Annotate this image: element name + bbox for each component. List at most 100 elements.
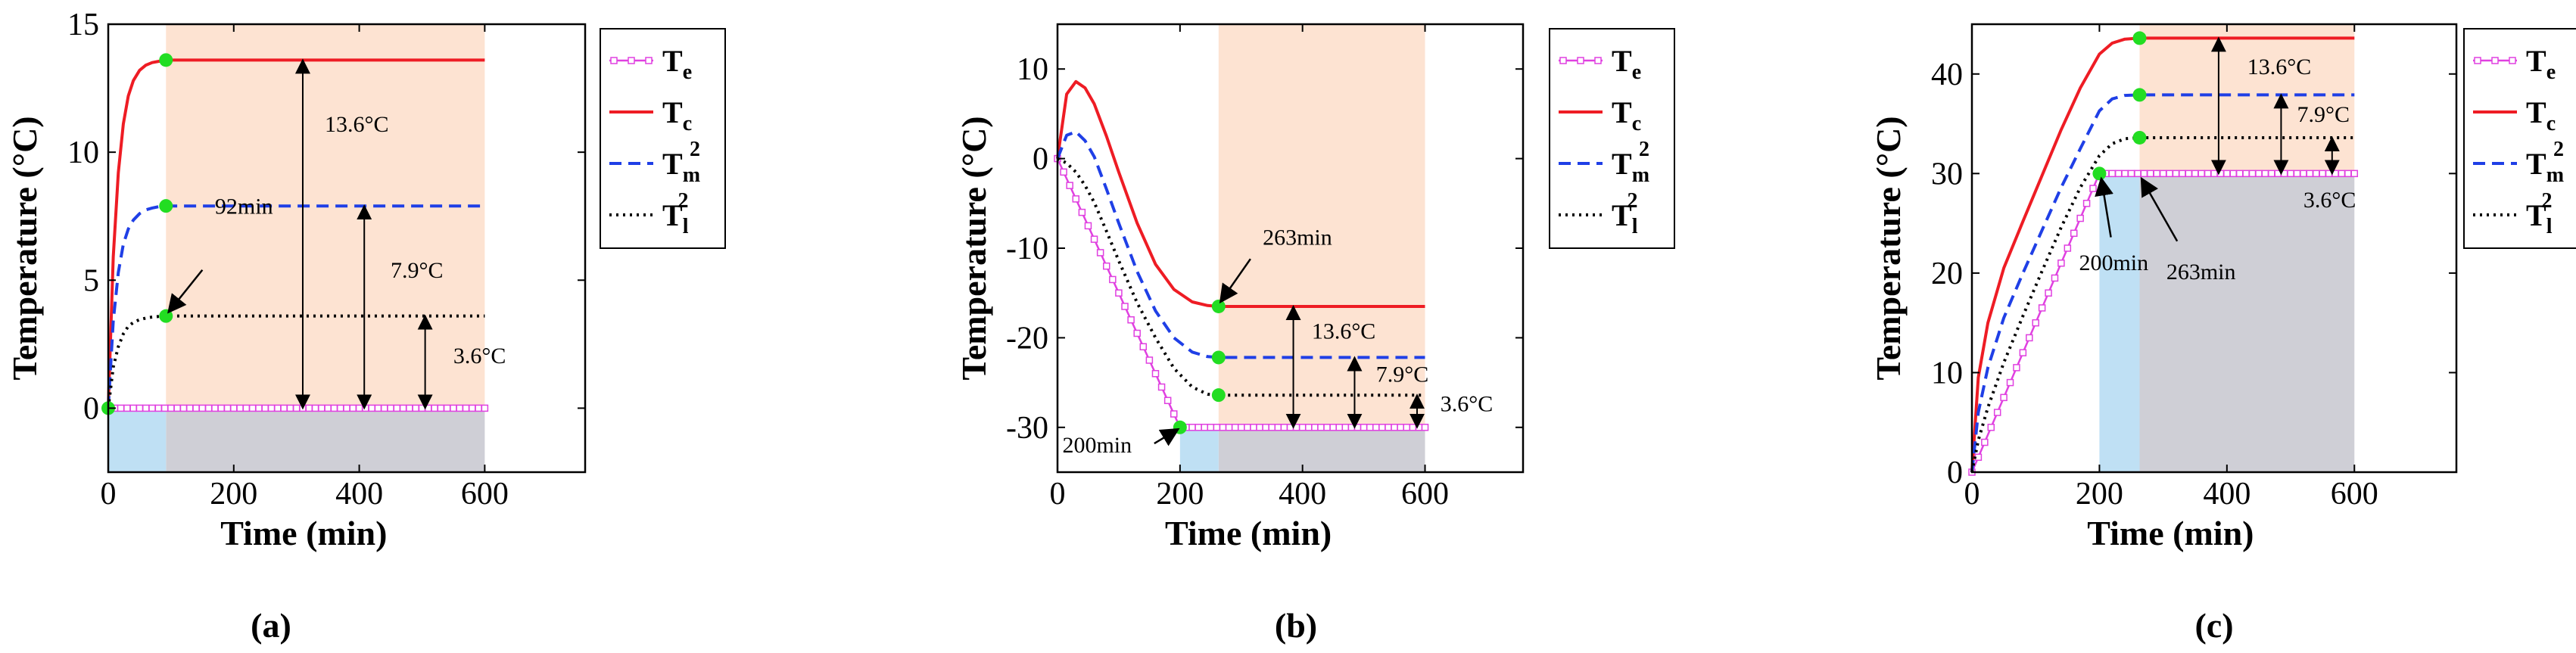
te-square-marker: [2134, 169, 2141, 178]
te-square-marker: [1378, 424, 1386, 431]
te-square-marker: [2057, 259, 2065, 267]
legend-square-marker: [1594, 57, 1602, 64]
te-square-marker: [154, 404, 163, 412]
te-square-marker: [2082, 200, 2091, 207]
difference-label: 3.6°C: [1441, 391, 1494, 416]
te-square-marker: [129, 404, 137, 412]
te-square-marker: [186, 404, 194, 412]
y-tick-label: 5: [83, 263, 99, 298]
te-square-marker: [1201, 424, 1208, 431]
te-square-marker: [223, 404, 232, 412]
y-tick-label: 10: [1931, 356, 1963, 390]
y-tick-label: 30: [1931, 157, 1963, 191]
stage2-lower-shade: [166, 408, 485, 472]
te-square-marker: [1329, 424, 1337, 431]
te-square-marker: [406, 404, 413, 412]
te-square-marker: [437, 404, 445, 412]
te-square-marker: [1292, 424, 1300, 431]
difference-label: 13.6°C: [2247, 54, 2312, 79]
te-square-marker: [1072, 195, 1080, 203]
x-tick-label: 200: [1156, 477, 1204, 512]
te-square-marker: [330, 404, 338, 412]
te-square-marker: [2331, 169, 2339, 178]
legend-square-marker: [645, 57, 653, 64]
chart-panel-c: 13.6°C 7.9°C 3.6°C 200min 263min 0 200 400 600 0 1…: [1869, 23, 2576, 645]
series-line-tm: [1970, 93, 2355, 473]
te-square-marker: [2204, 169, 2212, 178]
te-square-marker: [2306, 169, 2314, 178]
te-square-marker: [1096, 249, 1104, 257]
te-square-marker: [1397, 424, 1404, 431]
te-square-marker: [1366, 424, 1374, 431]
difference-label: 7.9°C: [2297, 102, 2350, 127]
stage2-lower-shade: [2139, 173, 2355, 473]
te-square-marker: [1145, 356, 1154, 364]
te-square-marker: [1311, 424, 1319, 431]
te-square-marker: [1341, 424, 1350, 431]
te-square-marker: [418, 404, 426, 412]
te-square-marker: [2280, 169, 2288, 178]
te-square-marker: [481, 404, 489, 412]
te-square-marker: [2166, 169, 2173, 178]
te-square-marker: [2070, 229, 2078, 238]
te-square-marker: [2229, 169, 2238, 178]
te-square-marker: [1109, 275, 1117, 284]
transition-marker: [2132, 88, 2147, 102]
difference-label: 13.6°C: [1312, 319, 1376, 344]
te-square-marker: [217, 404, 225, 412]
legend-square-marker: [2509, 57, 2516, 64]
te-square-marker: [1084, 222, 1092, 230]
te-square-marker: [1238, 424, 1245, 431]
te-square-marker: [261, 404, 269, 412]
legend-label: Te: [1612, 44, 1641, 84]
y-tick-label: 20: [1931, 257, 1963, 291]
time-label: 200min: [2079, 250, 2148, 275]
te-square-marker: [1060, 168, 1067, 176]
te-square-marker: [362, 404, 369, 412]
te-square-marker: [1353, 424, 1362, 431]
panel-label: (a): [251, 606, 291, 645]
te-square-marker: [2153, 169, 2160, 178]
te-square-marker: [2045, 289, 2052, 297]
te-square-marker: [450, 404, 457, 412]
te-square-marker: [1231, 424, 1239, 431]
te-square-marker: [2006, 378, 2014, 387]
difference-label: 3.6°C: [453, 344, 506, 368]
te-square-marker: [211, 404, 219, 412]
legend-box: [2463, 28, 2576, 249]
te-square-marker: [248, 404, 257, 412]
transition-marker: [1211, 350, 1226, 365]
te-square-marker: [431, 404, 438, 412]
y-tick-label: 15: [67, 8, 99, 42]
te-square-marker: [2064, 244, 2072, 252]
transition-marker: [159, 53, 173, 67]
te-square-marker: [198, 404, 207, 412]
te-square-marker: [1170, 410, 1178, 418]
te-square-marker: [305, 404, 313, 412]
x-tick-label: 0: [1050, 477, 1066, 512]
te-square-marker: [1127, 316, 1135, 324]
te-square-marker: [2172, 169, 2180, 178]
legend-square-marker: [2491, 57, 2499, 64]
y-axis-title: Temperature (°C): [955, 116, 993, 380]
te-square-marker: [2000, 393, 2008, 402]
te-square-marker: [1250, 424, 1257, 431]
te-square-marker: [192, 404, 200, 412]
te-square-marker: [1317, 424, 1325, 431]
te-square-marker: [2325, 169, 2333, 178]
te-square-marker: [456, 404, 463, 412]
te-square-marker: [2312, 169, 2320, 178]
x-axis-title: Time (min): [220, 514, 387, 552]
x-tick-label: 400: [335, 477, 383, 512]
te-square-marker: [1139, 343, 1148, 350]
te-square-marker: [380, 404, 388, 412]
te-square-marker: [292, 404, 301, 412]
te-square-marker: [1256, 424, 1263, 431]
te-square-marker: [1102, 262, 1110, 270]
x-tick-label: 0: [101, 477, 117, 512]
te-square-marker: [1993, 409, 2001, 416]
te-square-marker: [1121, 303, 1129, 310]
